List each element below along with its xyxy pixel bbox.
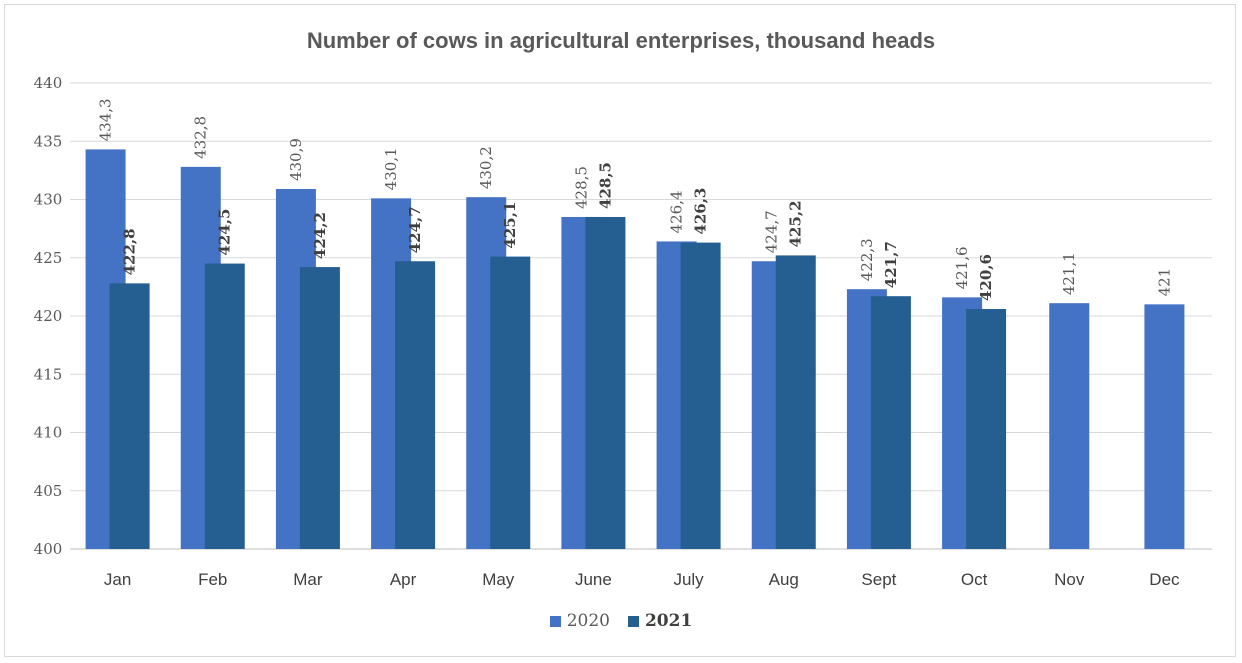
data-label-2020: 432,8	[192, 116, 210, 159]
chart-title: Number of cows in agricultural enterpris…	[306, 28, 936, 53]
x-tick-label: Jan	[104, 570, 131, 589]
x-tick-label: Oct	[961, 570, 988, 589]
data-label-2021: 422,8	[121, 228, 139, 275]
data-label-2020: 421,1	[1060, 252, 1078, 295]
y-tick-label: 400	[34, 540, 63, 558]
bar-2020-dec	[1144, 304, 1185, 549]
x-tick-label: June	[575, 570, 612, 589]
x-tick-label: July	[673, 570, 704, 589]
y-tick-label: 405	[34, 482, 63, 500]
y-tick-label: 425	[34, 249, 63, 267]
data-label-2020: 430,9	[287, 138, 305, 181]
bar-2021-apr	[395, 261, 436, 549]
data-label-2020: 424,7	[763, 210, 781, 253]
data-label-2020: 426,4	[668, 190, 686, 233]
x-tick-label: Sept	[861, 570, 896, 589]
bar-2021-oct	[966, 309, 1007, 549]
bars	[85, 149, 1185, 550]
bar-2021-feb	[204, 263, 245, 549]
gridlines	[70, 82, 1212, 550]
data-label-2021: 426,3	[692, 188, 710, 235]
data-label-2020: 421,6	[953, 246, 971, 289]
y-tick-label: 440	[34, 74, 63, 92]
x-tick-label: Nov	[1054, 570, 1085, 589]
y-tick-label: 420	[34, 307, 63, 325]
y-tick-label: 415	[34, 365, 63, 383]
data-label-2020: 421	[1155, 268, 1173, 297]
data-label-2021: 420,6	[977, 254, 995, 301]
data-labels: 434,3 422,8 432,8 424,5 430,9 424,2 430,1 424,7…	[97, 98, 1174, 301]
bar-2021-may	[490, 256, 531, 549]
legend-label-2020: 2020	[566, 611, 610, 631]
x-tick-label: Dec	[1149, 570, 1180, 589]
legend-swatch-2021	[627, 615, 639, 627]
bar-2020-nov	[1049, 303, 1090, 549]
y-tick-label: 435	[34, 132, 63, 150]
x-tick-label: Aug	[769, 570, 799, 589]
data-label-2020: 430,1	[382, 147, 400, 190]
bar-2021-jan	[109, 283, 150, 549]
data-label-2021: 424,2	[311, 212, 329, 259]
bar-2021-june	[585, 216, 626, 549]
data-label-2020: 434,3	[97, 98, 115, 141]
data-label-2021: 421,7	[882, 241, 900, 288]
x-tick-label: Apr	[390, 570, 417, 589]
bar-2021-sept	[870, 296, 911, 549]
bar-2021-mar	[299, 267, 340, 549]
data-label-2021: 425,1	[501, 202, 519, 249]
bar-2021-aug	[775, 255, 816, 550]
x-tick-label: Mar	[293, 570, 323, 589]
legend-swatch-2020	[549, 615, 561, 627]
bar-2021-july	[680, 242, 721, 550]
legend-label-2021: 2021	[644, 611, 693, 631]
y-axis-ticks: 400 405 410 415 420 425 430 435 440	[34, 74, 63, 558]
y-tick-label: 430	[34, 191, 63, 209]
legend-item-2021: 2021	[627, 611, 693, 631]
x-axis-ticks: Jan Feb Mar Apr May June July Aug Sept Oct Nov Dec	[104, 570, 1180, 589]
x-tick-label: Feb	[198, 570, 227, 589]
data-label-2021: 428,5	[596, 162, 614, 209]
legend-item-2020: 2020	[549, 611, 610, 631]
data-label-2020: 430,2	[477, 146, 495, 189]
data-label-2021: 424,7	[406, 206, 424, 253]
data-label-2020: 422,3	[858, 238, 876, 281]
data-label-2021: 425,2	[787, 200, 805, 247]
y-tick-label: 410	[34, 424, 63, 442]
x-tick-label: May	[482, 570, 515, 589]
legend: 2020 2021	[0, 611, 1242, 631]
data-label-2021: 424,5	[216, 209, 234, 256]
data-label-2020: 428,5	[572, 166, 590, 209]
